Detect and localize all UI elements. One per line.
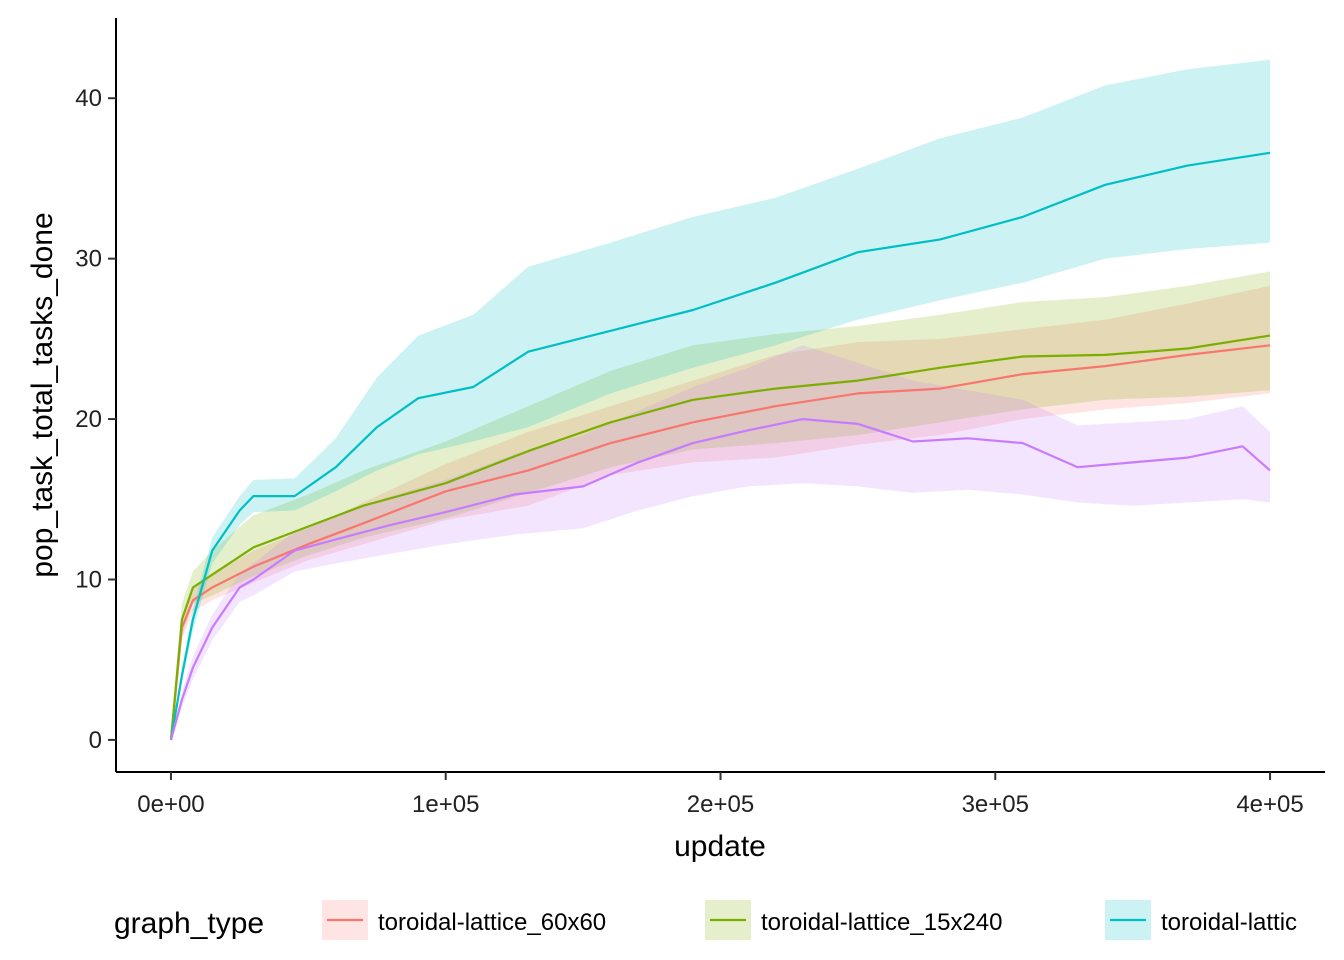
- confidence-bands: [171, 59, 1270, 740]
- y-axis-title: pop_task_total_tasks_done: [26, 212, 59, 577]
- band-4: [171, 345, 1270, 740]
- y-tick-label: 30: [75, 246, 102, 273]
- series-line-2: [169, 334, 1271, 740]
- series-line-3: [169, 151, 1271, 741]
- legend-label-2: toroidal-lattice_15x240: [761, 909, 1003, 936]
- series-line-1: [169, 344, 1271, 741]
- series-lines: [169, 151, 1271, 741]
- band-1: [171, 285, 1270, 740]
- y-tick-label: 20: [75, 406, 102, 433]
- x-tick-label: 3e+05: [962, 791, 1029, 818]
- x-tick-label: 2e+05: [687, 791, 754, 818]
- y-tick-label: 0: [89, 727, 102, 754]
- y-tick-label: 10: [75, 566, 102, 593]
- legend-label-1: toroidal-lattice_60x60: [378, 909, 606, 936]
- band-3: [171, 59, 1270, 740]
- legend-label-3: toroidal-lattic: [1161, 909, 1297, 936]
- axes: 0 10 20 30 40 0e+00 1e+05 2e+05 3e+05 4e+05: [75, 18, 1325, 818]
- x-tick-label: 0e+00: [137, 791, 204, 818]
- x-axis-title: update: [674, 830, 766, 863]
- x-tick-label: 4e+05: [1236, 791, 1303, 818]
- y-tick-label: 40: [75, 85, 102, 112]
- x-tick-label: 1e+05: [412, 791, 479, 818]
- band-2: [171, 271, 1270, 740]
- legend-title: graph_type: [114, 907, 264, 940]
- legend: graph_type toroidal-lattice_60x60 toroida…: [114, 900, 1297, 940]
- series-line-4: [169, 418, 1271, 741]
